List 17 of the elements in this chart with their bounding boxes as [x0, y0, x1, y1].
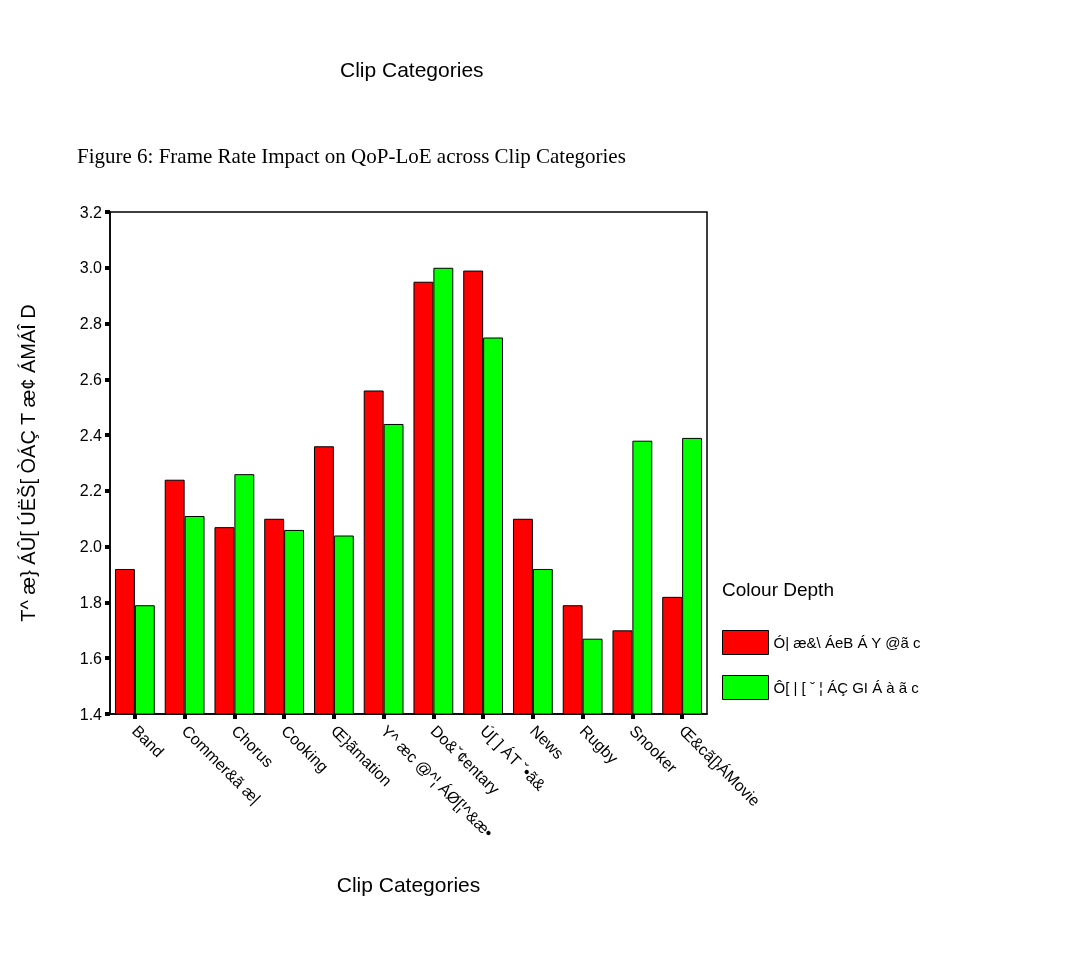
legend-label: Ô[ | [ ˇ ¦ ÁÇ GI Á à ã c	[773, 679, 920, 696]
y-axis-title: T^ æ} ÁÛ[ ÚËŠ[ ÒÁÇ T æ¢ ÁMÁÎ D	[17, 304, 39, 622]
y-tick-label: 1.6	[79, 649, 103, 667]
y-tick-label: 2.4	[79, 426, 103, 444]
y-tick-label: 1.8	[79, 593, 103, 611]
y-tick-label: 3.0	[79, 259, 103, 277]
chart-title: Figure 6: Frame Rate Impact on QoP-LoE across Clip Categories	[77, 143, 626, 168]
y-tick-label: 2.6	[79, 370, 103, 388]
x-axis-title: Clip Categories	[336, 873, 481, 896]
text: Clip Categories	[340, 58, 484, 81]
legend-label: Ó| æ&\ ÁeB Á Y @ã c	[773, 634, 921, 651]
y-tick-label: 3.2	[79, 203, 103, 221]
legend-title: Colour Depth	[722, 579, 834, 600]
y-tick-label: 2.0	[79, 538, 103, 556]
y-tick-label: 1.4	[79, 705, 103, 723]
y-tick-label: 2.8	[79, 315, 103, 333]
y-tick-label: 2.2	[79, 482, 103, 500]
